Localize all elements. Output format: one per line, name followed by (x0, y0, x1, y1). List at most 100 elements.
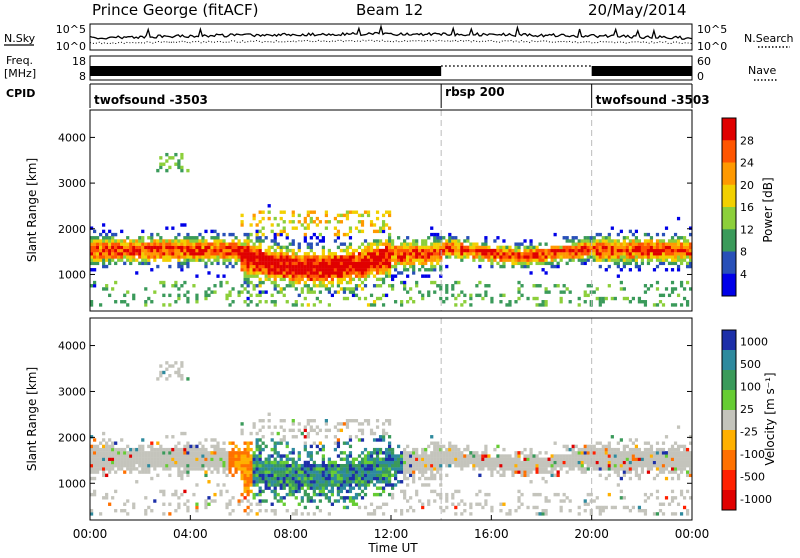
power-cell (448, 248, 452, 253)
power-cell (273, 284, 277, 288)
velocity-cell (294, 435, 298, 439)
power-cell (487, 284, 491, 288)
velocity-cell (246, 486, 250, 490)
power-cell (538, 248, 542, 253)
power-cell (177, 165, 181, 170)
power-cell (267, 261, 271, 266)
velocity-cell (195, 467, 199, 471)
power-cell (141, 242, 145, 246)
power-cell (267, 264, 271, 269)
velocity-cell (421, 460, 425, 465)
ytick-label: 2000 (58, 223, 86, 236)
velocity-cell (342, 422, 347, 426)
velocity-cell (667, 447, 672, 452)
power-cell (252, 245, 256, 250)
velocity-cell (565, 463, 569, 468)
power-cell (264, 236, 268, 240)
velocity-cell (478, 502, 482, 506)
power-cell (114, 245, 118, 250)
power-cell (409, 255, 413, 259)
velocity-cell (595, 441, 599, 445)
power-cell (195, 255, 199, 259)
power-cell (369, 264, 374, 269)
velocity-cell (315, 444, 319, 449)
power-cell (288, 268, 292, 272)
velocity-cell (463, 457, 467, 461)
velocity-cell (243, 457, 247, 461)
velocity-cell (439, 496, 443, 500)
velocity-cell (228, 470, 232, 474)
velocity-cell (336, 422, 341, 426)
velocity-cell (192, 444, 196, 449)
power-cell (568, 245, 572, 250)
power-cell (255, 261, 259, 266)
power-cell (204, 296, 208, 301)
velocity-cell (195, 483, 199, 487)
power-cell (529, 271, 533, 275)
velocity-cell (273, 480, 277, 484)
velocity-cell (159, 374, 163, 378)
velocity-cell (529, 470, 533, 474)
power-cell (348, 236, 353, 240)
velocity-cell (664, 476, 669, 481)
velocity-cell (378, 473, 383, 478)
power-cell (369, 248, 374, 253)
velocity-cell (180, 470, 184, 474)
power-cell (652, 245, 657, 250)
velocity-cell (147, 460, 151, 465)
power-cell (108, 229, 112, 234)
velocity-cell (366, 457, 371, 461)
power-cell (240, 290, 244, 294)
power-cell (339, 255, 344, 259)
velocity-cell (514, 463, 518, 468)
power-cell (105, 264, 109, 269)
power-cell (406, 300, 410, 304)
velocity-cell (336, 492, 341, 497)
velocity-cell (102, 473, 106, 478)
power-cell (345, 264, 350, 269)
velocity-cell (646, 457, 651, 461)
power-cell (99, 239, 103, 243)
power-cell (375, 229, 380, 234)
velocity-cell (577, 505, 581, 510)
velocity-cell (661, 470, 666, 474)
velocity-cell (216, 470, 220, 474)
power-cell (397, 258, 401, 262)
power-cell (258, 248, 262, 253)
velocity-cell (526, 454, 530, 458)
power-cell (288, 277, 292, 282)
velocity-cell (132, 447, 136, 452)
power-cell (156, 245, 160, 250)
power-cell (141, 239, 145, 243)
power-cell (93, 245, 97, 250)
velocity-cell (303, 441, 307, 445)
power-cell (685, 245, 690, 250)
velocity-cell (291, 489, 295, 494)
power-cell (348, 261, 353, 266)
velocity-cell (162, 489, 166, 494)
power-cell (180, 242, 184, 246)
power-cell (315, 258, 319, 262)
velocity-cell (195, 451, 199, 455)
power-cell (478, 293, 482, 298)
power-cell (616, 242, 620, 246)
power-cell (375, 242, 380, 246)
velocity-cell (129, 457, 133, 461)
power-cell (276, 258, 280, 262)
velocity-cell (387, 492, 392, 497)
power-cell (583, 245, 587, 250)
power-cell (472, 245, 476, 250)
velocity-cell (649, 463, 654, 468)
power-cell (688, 226, 693, 230)
velocity-cell (249, 483, 253, 487)
power-cell (445, 284, 449, 288)
velocity-cell (243, 508, 247, 513)
power-cell (643, 290, 648, 294)
velocity-cell (436, 444, 440, 449)
power-cell (523, 252, 527, 256)
velocity-cell (550, 457, 554, 461)
velocity-cell (144, 460, 148, 465)
velocity-cell (225, 460, 229, 465)
velocity-cell (460, 451, 464, 455)
velocity-cell (120, 457, 124, 461)
